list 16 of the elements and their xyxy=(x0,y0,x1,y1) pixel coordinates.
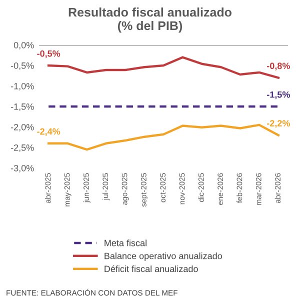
data-label: -2,2% xyxy=(266,120,290,128)
y-tick-label: -3,0% xyxy=(10,164,34,172)
data-label: -1,5% xyxy=(266,91,290,100)
chart-title: Resultado fiscal anualizado (% del PIB) xyxy=(68,8,232,33)
y-tick-label: -1,0% xyxy=(10,82,34,90)
data-label: -2,4% xyxy=(37,128,60,136)
legend-label: Meta fiscal xyxy=(104,240,146,246)
y-tick-label: -2,0% xyxy=(10,124,34,132)
y-tick-label: -0,5% xyxy=(10,62,34,70)
data-label: -0,8% xyxy=(266,62,290,70)
y-tick-label: -2,5% xyxy=(10,144,34,152)
data-label: -0,5% xyxy=(37,50,60,58)
y-tick-label: -1,5% xyxy=(10,104,34,111)
y-tick-label: 0,0% xyxy=(14,42,34,50)
legend-label: Balance operativo anualizado xyxy=(104,252,222,261)
legend-label: Déficit fiscal anualizado xyxy=(104,265,198,272)
